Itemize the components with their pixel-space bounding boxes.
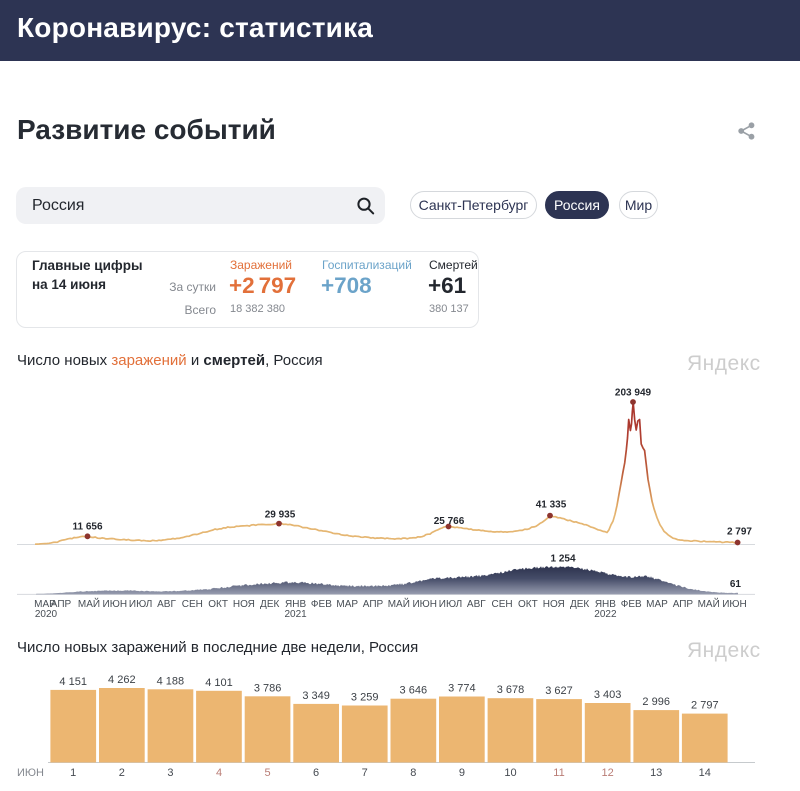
svg-text:29 935: 29 935: [265, 510, 296, 521]
svg-text:ИЮН: ИЮН: [17, 767, 44, 779]
svg-text:3 678: 3 678: [497, 684, 525, 696]
svg-text:ОКТ: ОКТ: [518, 599, 538, 610]
svg-text:ИЮН: ИЮН: [722, 599, 747, 610]
svg-text:ИЮЛ: ИЮЛ: [439, 599, 462, 610]
svg-text:2: 2: [119, 767, 125, 779]
svg-text:8: 8: [410, 767, 416, 779]
svg-text:ФЕВ: ФЕВ: [621, 599, 642, 610]
svg-text:12: 12: [601, 767, 613, 779]
svg-text:ИЮЛ: ИЮЛ: [129, 599, 152, 610]
svg-text:25 766: 25 766: [434, 516, 465, 527]
svg-text:МАР: МАР: [336, 599, 358, 610]
svg-text:МАЙ: МАЙ: [698, 597, 720, 610]
svg-text:ОКТ: ОКТ: [208, 599, 228, 610]
svg-text:ЯНВ: ЯНВ: [595, 599, 616, 610]
svg-text:3 627: 3 627: [545, 685, 573, 697]
svg-text:4 151: 4 151: [59, 676, 87, 688]
svg-text:ФЕВ: ФЕВ: [311, 599, 332, 610]
svg-text:13: 13: [650, 767, 662, 779]
svg-text:2021: 2021: [284, 609, 307, 620]
svg-text:14: 14: [699, 767, 711, 779]
svg-text:4 188: 4 188: [157, 675, 185, 687]
svg-text:3 349: 3 349: [302, 690, 330, 702]
svg-text:АВГ: АВГ: [467, 599, 486, 610]
svg-text:СЕН: СЕН: [492, 599, 513, 610]
svg-text:НОЯ: НОЯ: [543, 599, 565, 610]
svg-text:1 254: 1 254: [550, 554, 575, 565]
svg-text:НОЯ: НОЯ: [233, 599, 255, 610]
svg-text:2022: 2022: [594, 609, 617, 620]
svg-text:МАЙ: МАЙ: [388, 597, 410, 610]
svg-text:61: 61: [730, 579, 742, 590]
svg-text:АПР: АПР: [51, 599, 72, 610]
svg-text:МАЙ: МАЙ: [78, 597, 100, 610]
svg-text:2 797: 2 797: [691, 700, 719, 712]
svg-text:ДЕК: ДЕК: [260, 599, 279, 610]
svg-text:ДЕК: ДЕК: [570, 599, 589, 610]
svg-text:41 335: 41 335: [536, 500, 567, 511]
svg-text:3: 3: [167, 767, 173, 779]
svg-text:2 996: 2 996: [642, 696, 670, 708]
svg-text:3 774: 3 774: [448, 683, 476, 695]
svg-text:ИЮН: ИЮН: [412, 599, 437, 610]
svg-text:АВГ: АВГ: [157, 599, 176, 610]
svg-text:3 646: 3 646: [400, 685, 428, 697]
svg-text:11 656: 11 656: [72, 522, 102, 533]
svg-text:2020: 2020: [35, 609, 58, 620]
svg-text:3 403: 3 403: [594, 689, 622, 701]
svg-text:3 786: 3 786: [254, 682, 282, 694]
svg-text:АПР: АПР: [673, 599, 694, 610]
svg-text:7: 7: [362, 767, 368, 779]
svg-text:МАР: МАР: [646, 599, 668, 610]
svg-text:4 262: 4 262: [108, 674, 136, 686]
svg-text:5: 5: [265, 767, 271, 779]
svg-text:СЕН: СЕН: [182, 599, 203, 610]
svg-text:МАР: МАР: [34, 599, 56, 610]
svg-text:11: 11: [553, 767, 564, 779]
svg-text:ЯНВ: ЯНВ: [285, 599, 306, 610]
svg-text:203 949: 203 949: [615, 388, 652, 399]
svg-text:2 797: 2 797: [727, 527, 752, 538]
svg-text:АПР: АПР: [363, 599, 384, 610]
svg-text:3 259: 3 259: [351, 692, 379, 704]
svg-text:1: 1: [70, 767, 76, 779]
svg-text:ИЮН: ИЮН: [103, 599, 128, 610]
svg-text:9: 9: [459, 767, 465, 779]
svg-text:4 101: 4 101: [205, 677, 233, 689]
svg-text:6: 6: [313, 767, 319, 779]
svg-text:4: 4: [216, 767, 222, 779]
svg-text:10: 10: [504, 767, 516, 779]
